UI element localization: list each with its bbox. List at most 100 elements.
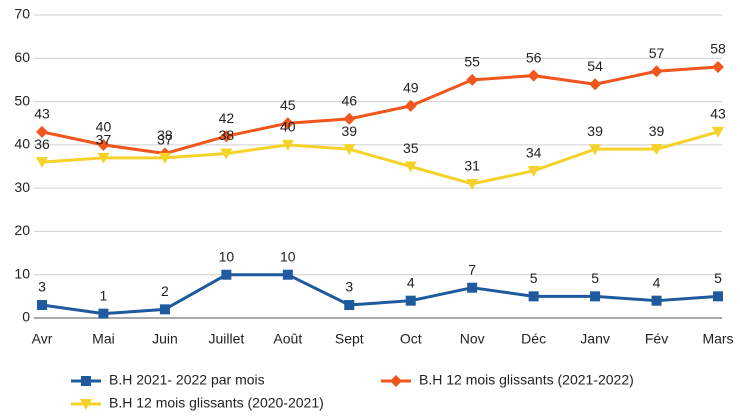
point: [466, 73, 479, 86]
legend-marker: [390, 375, 402, 387]
y-tick-label: 10: [14, 265, 30, 281]
point: [98, 308, 109, 319]
x-tick-label: Mai: [92, 331, 115, 347]
data-label: 3: [38, 279, 46, 295]
data-label: 10: [219, 248, 235, 264]
x-tick-label: Août: [273, 331, 302, 347]
point: [466, 178, 479, 190]
data-label: 35: [403, 140, 419, 156]
data-label: 4: [653, 274, 661, 290]
point: [527, 165, 540, 177]
legend-label: B.H 12 mois glissants (2020-2021): [109, 395, 324, 411]
data-label: 55: [464, 54, 480, 70]
data-label: 5: [530, 270, 538, 286]
series-line: [41, 273, 719, 316]
y-tick-label: 50: [14, 92, 30, 108]
data-label: 39: [341, 123, 357, 139]
data-label: 42: [219, 110, 235, 126]
point: [712, 60, 724, 73]
point: [713, 291, 723, 302]
point: [281, 117, 294, 130]
y-tick-label: 40: [14, 136, 30, 152]
point: [404, 99, 417, 112]
data-label: 10: [280, 248, 296, 264]
y-tick-label: 70: [14, 6, 30, 22]
y-tick-label: 60: [14, 49, 30, 65]
data-label: 2: [161, 283, 169, 299]
series-line: [41, 130, 719, 186]
y-tick-label: 20: [14, 222, 30, 238]
data-label: 54: [587, 58, 603, 74]
data-label: 37: [96, 132, 112, 148]
point: [282, 269, 293, 280]
data-label: 58: [710, 41, 726, 57]
y-tick-label: 0: [22, 309, 30, 325]
data-label: 39: [649, 123, 665, 139]
data-label: 38: [157, 127, 173, 143]
data-label: 3: [345, 279, 353, 295]
y-tick-label: 30: [14, 179, 30, 195]
x-tick-label: Sept: [335, 331, 364, 347]
data-label: 57: [649, 45, 665, 61]
data-label: 40: [96, 119, 112, 135]
x-tick-label: Déc: [521, 331, 546, 347]
point: [712, 126, 724, 138]
data-label: 45: [280, 97, 296, 113]
point: [405, 295, 416, 306]
data-label: 31: [464, 158, 480, 174]
legend-marker: [80, 399, 92, 410]
x-tick-label: Mars: [702, 331, 733, 347]
x-tick-label: Janv: [580, 331, 610, 347]
point: [404, 161, 417, 173]
point: [589, 78, 602, 91]
point: [281, 139, 294, 151]
data-label: 38: [219, 127, 235, 143]
data-label: 4: [407, 274, 415, 290]
point: [158, 152, 171, 164]
point: [220, 130, 233, 143]
x-tick-label: Fév: [645, 331, 668, 347]
legend-label: B.H 2021- 2022 par mois: [109, 372, 265, 388]
point: [590, 291, 601, 302]
data-label: 49: [403, 80, 419, 96]
point: [527, 69, 540, 82]
point: [650, 144, 663, 156]
point: [650, 65, 663, 78]
point: [344, 300, 355, 311]
point: [97, 138, 110, 151]
x-tick-label: Avr: [32, 331, 53, 347]
x-tick-label: Juin: [152, 331, 178, 347]
x-tick-label: Juillet: [208, 331, 244, 347]
x-tick-label: Oct: [400, 331, 422, 347]
data-label: 34: [526, 145, 542, 161]
data-label: 5: [591, 270, 599, 286]
point: [343, 144, 356, 156]
point: [589, 144, 602, 156]
point: [343, 112, 356, 125]
point: [467, 282, 478, 293]
data-label: 36: [34, 136, 50, 152]
point: [97, 152, 110, 164]
point: [221, 269, 232, 280]
point: [37, 300, 47, 311]
point: [220, 148, 233, 160]
point: [36, 157, 48, 169]
data-label: 40: [280, 119, 296, 135]
point: [651, 295, 662, 306]
data-label: 5: [714, 270, 722, 286]
point: [528, 291, 539, 302]
data-label: 39: [587, 123, 603, 139]
series-line: [41, 65, 719, 156]
data-label: 43: [710, 106, 726, 122]
legend-marker: [81, 376, 91, 386]
point: [36, 125, 48, 138]
data-label: 7: [468, 261, 476, 277]
data-label: 46: [341, 93, 357, 109]
data-label: 37: [157, 132, 173, 148]
data-label: 56: [526, 49, 542, 65]
x-tick-label: Nov: [460, 331, 485, 347]
data-label: 43: [34, 106, 50, 122]
legend-label: B.H 12 mois glissants (2021-2022): [419, 372, 634, 388]
data-label: 1: [100, 287, 108, 303]
